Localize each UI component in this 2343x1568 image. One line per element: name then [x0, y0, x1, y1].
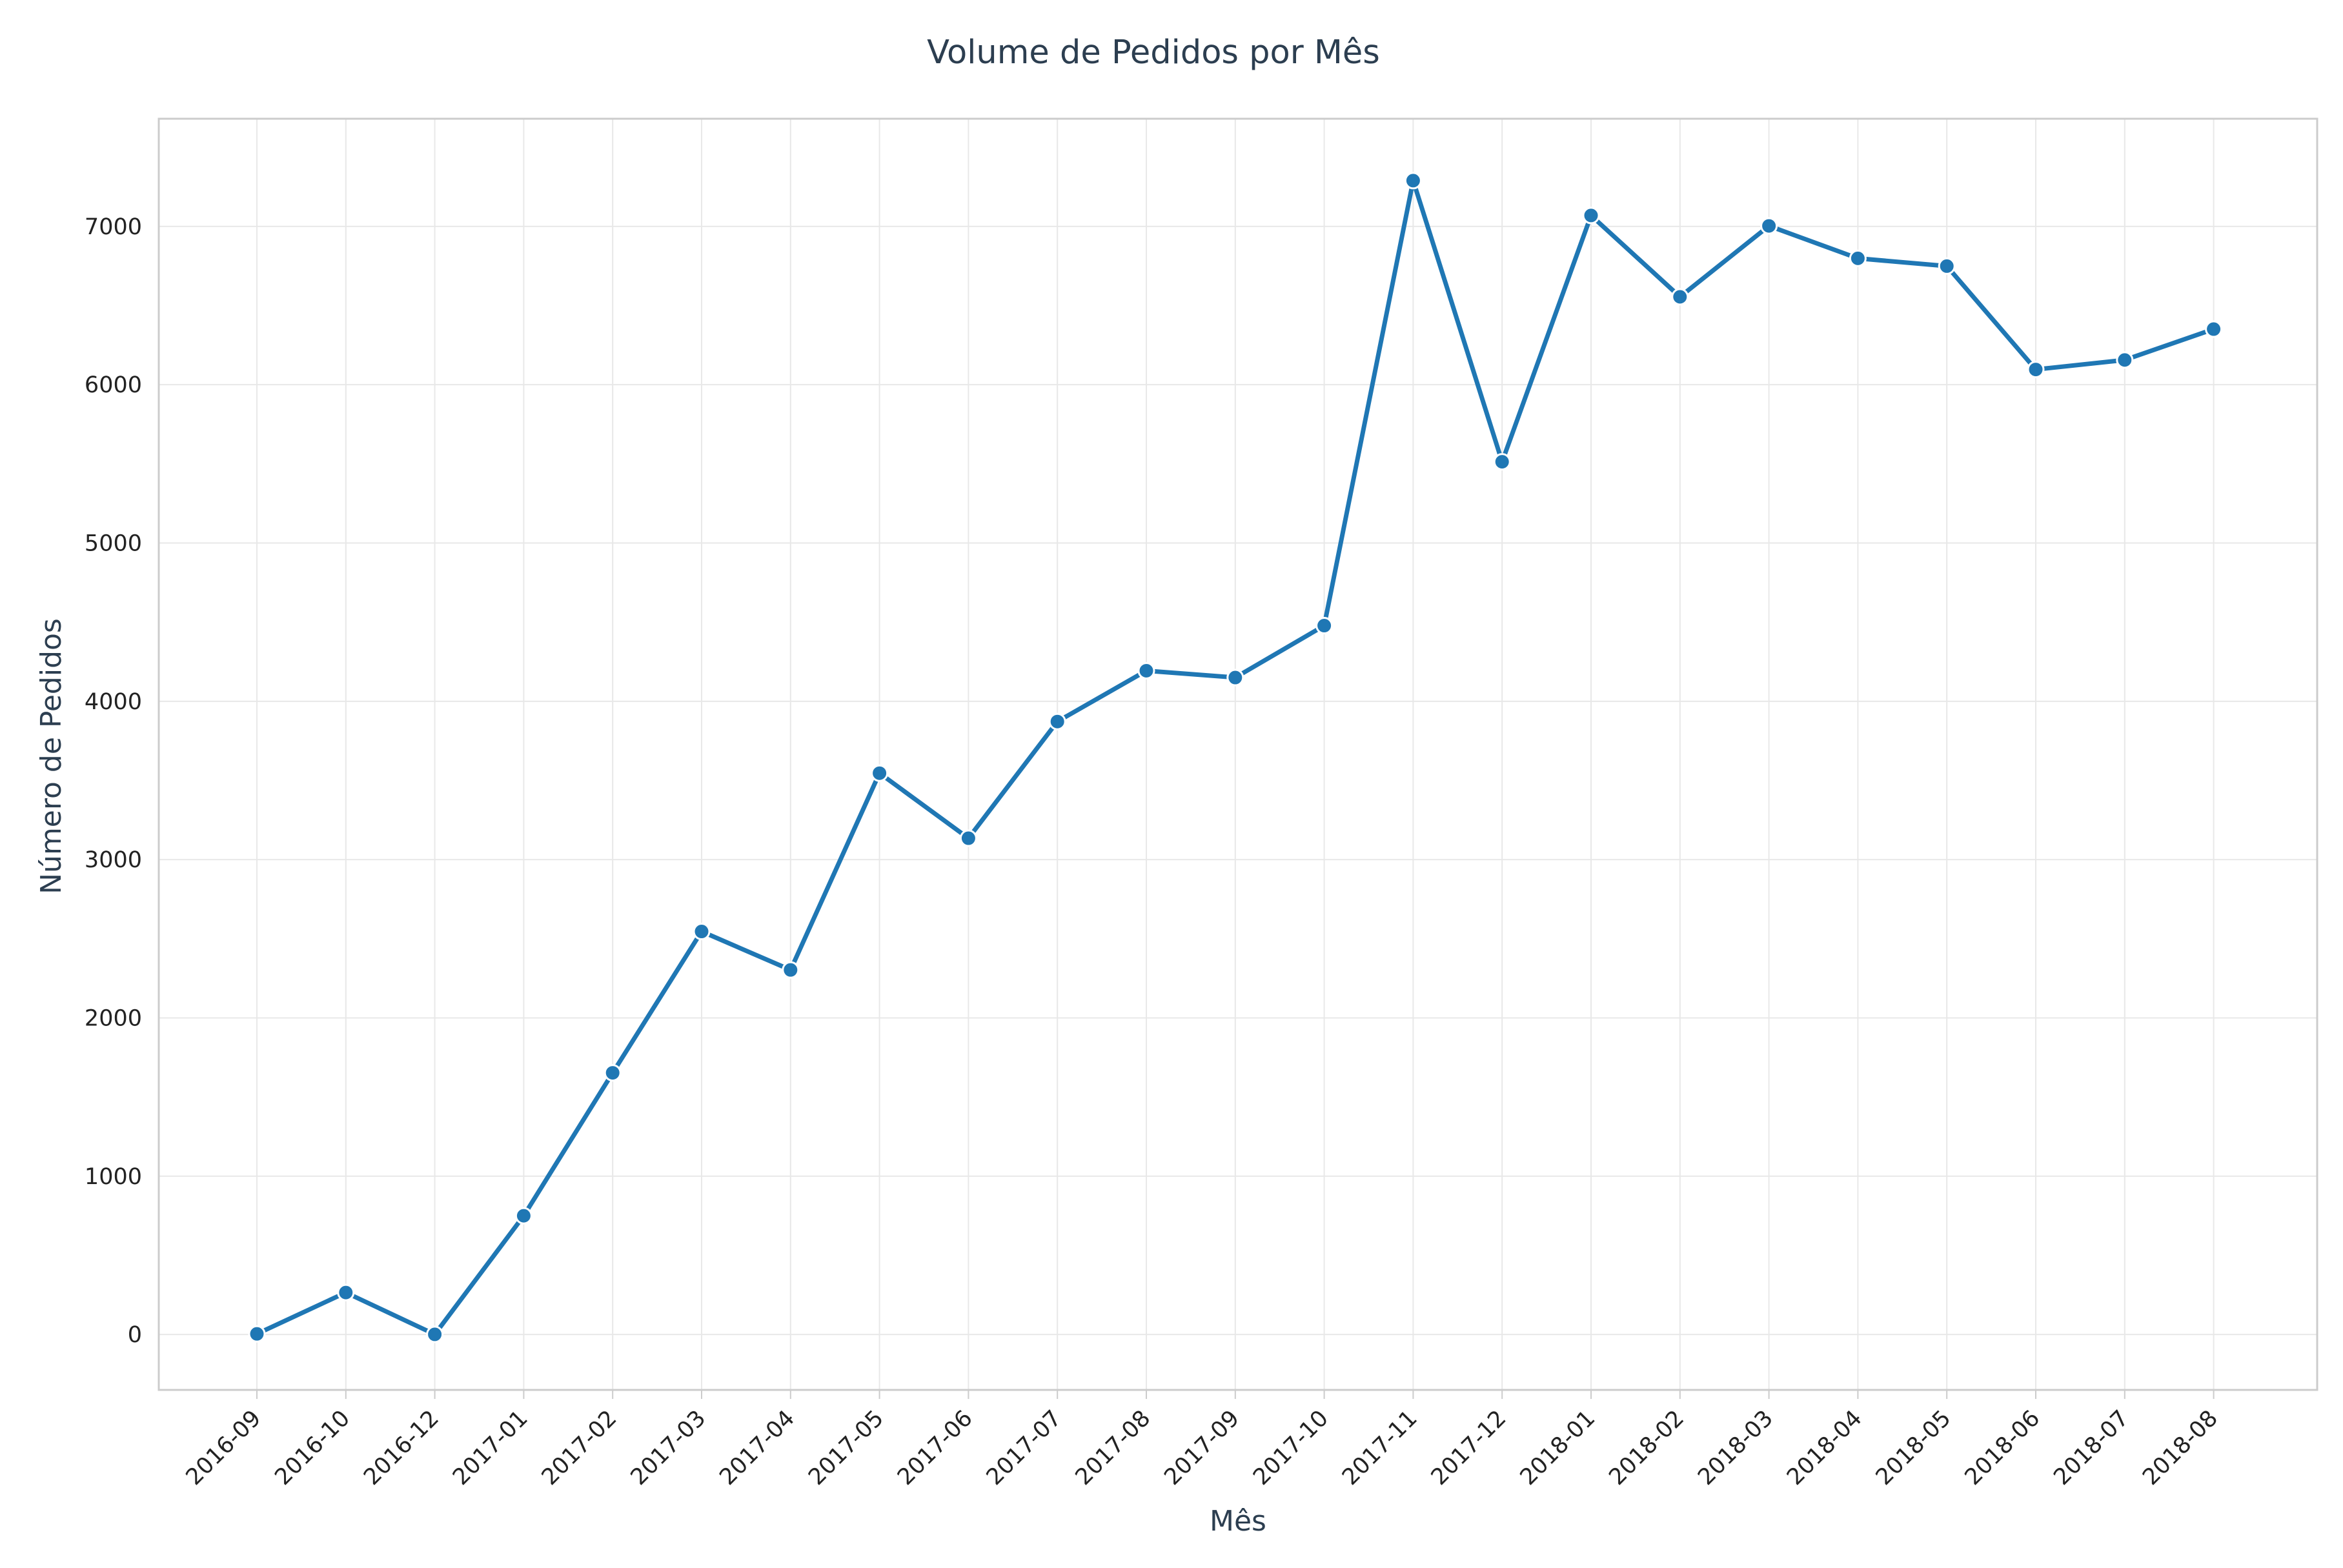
x-tick-label: 2018-01 — [1516, 1405, 1601, 1491]
x-tick-label: 2017-08 — [1071, 1405, 1156, 1491]
x-tick-label: 2017-11 — [1337, 1405, 1423, 1491]
y-tick-label: 3000 — [85, 847, 142, 873]
x-tick-label: 2016-12 — [359, 1405, 444, 1491]
x-tick-label: 2018-08 — [2138, 1405, 2223, 1491]
data-point — [782, 961, 800, 979]
data-point — [337, 1283, 355, 1302]
y-tick-label: 4000 — [85, 689, 142, 715]
series-layer — [248, 172, 2223, 1343]
x-tick-label: 2018-07 — [2049, 1405, 2134, 1491]
data-point — [1938, 257, 1956, 275]
x-tick-label: 2018-02 — [1604, 1405, 1689, 1491]
x-tick-label: 2017-02 — [537, 1405, 622, 1491]
x-tick-label: 2018-06 — [1960, 1405, 2045, 1491]
data-point — [1048, 712, 1066, 730]
x-tick-label: 2017-12 — [1426, 1405, 1512, 1491]
data-point — [1404, 172, 1422, 190]
plot-frame — [157, 117, 2318, 1391]
x-tick-label: 2017-05 — [804, 1405, 889, 1491]
data-point — [1671, 288, 1689, 306]
x-tick-label: 2018-04 — [1782, 1405, 1867, 1491]
x-tick-label: 2017-09 — [1159, 1405, 1244, 1491]
data-point — [426, 1325, 444, 1343]
data-point — [1849, 249, 1867, 267]
data-point — [1760, 217, 1778, 235]
data-point — [2205, 320, 2223, 338]
chart-title: Volume de Pedidos por Mês — [927, 34, 1380, 72]
x-tick-label: 2017-03 — [626, 1405, 711, 1491]
x-tick-label: 2017-01 — [448, 1405, 533, 1491]
data-point — [2116, 351, 2134, 369]
y-tick-label: 0 — [128, 1322, 142, 1348]
x-tick-label: 2017-06 — [893, 1405, 978, 1491]
data-point — [959, 829, 977, 847]
data-point — [514, 1207, 532, 1225]
data-point — [1315, 617, 1334, 635]
data-point — [1226, 668, 1244, 687]
data-point — [1137, 661, 1155, 679]
data-point — [1582, 206, 1600, 225]
y-tick-label: 6000 — [85, 372, 142, 398]
x-tick-label: 2017-10 — [1248, 1405, 1334, 1491]
grid-layer — [159, 119, 2317, 1390]
data-point — [604, 1064, 622, 1082]
data-point — [693, 923, 711, 941]
data-point — [871, 764, 889, 782]
x-tick-label: 2016-09 — [181, 1405, 267, 1491]
data-point — [1493, 453, 1511, 471]
data-point — [2027, 361, 2045, 379]
y-tick-label: 1000 — [85, 1164, 142, 1190]
x-tick-label: 2018-05 — [1871, 1405, 1956, 1491]
y-tick-label: 2000 — [85, 1005, 142, 1031]
x-tick-label: 2016-10 — [270, 1405, 355, 1491]
y-tick-label: 7000 — [85, 214, 142, 240]
y-tick-label: 5000 — [85, 530, 142, 556]
x-axis-title: Mês — [1210, 1505, 1266, 1538]
x-tick-label: 2018-03 — [1693, 1405, 1778, 1491]
x-tick-label: 2017-07 — [982, 1405, 1067, 1491]
data-point — [248, 1325, 266, 1343]
y-axis-title: Número de Pedidos — [35, 618, 68, 894]
x-tick-label: 2017-04 — [715, 1405, 800, 1491]
